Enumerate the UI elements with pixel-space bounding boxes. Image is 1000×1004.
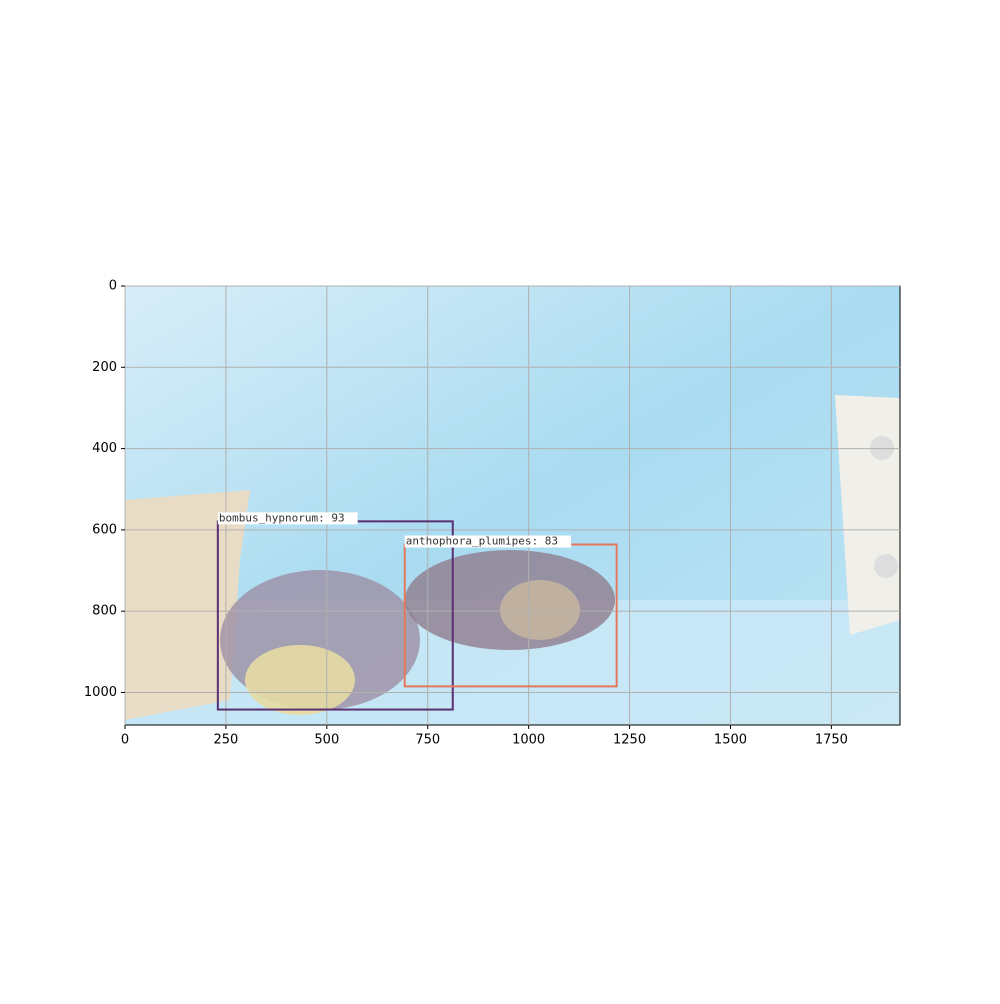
box-label: anthophora_plumipes: 83 [406, 535, 558, 548]
x-tick-label: 0 [121, 733, 129, 748]
x-tick-label: 500 [314, 733, 339, 748]
x-tick-label: 250 [213, 733, 238, 748]
label-background [404, 535, 572, 548]
x-tick-label: 1250 [613, 733, 646, 748]
x-tick-label: 1750 [815, 733, 848, 748]
y-tick-label: 200 [92, 360, 117, 375]
label-background [217, 512, 358, 525]
y-tick-label: 400 [92, 441, 117, 456]
y-tick-label: 0 [109, 279, 117, 294]
photo [125, 286, 900, 725]
x-tick-label: 750 [415, 733, 440, 748]
y-tick-label: 800 [92, 604, 117, 619]
box-label: bombus_hypnorum: 93 [219, 511, 345, 524]
x-tick-label: 1500 [714, 733, 747, 748]
y-tick-label: 1000 [84, 685, 117, 700]
y-tick-label: 600 [92, 522, 117, 537]
x-tick-label: 1000 [512, 733, 545, 748]
